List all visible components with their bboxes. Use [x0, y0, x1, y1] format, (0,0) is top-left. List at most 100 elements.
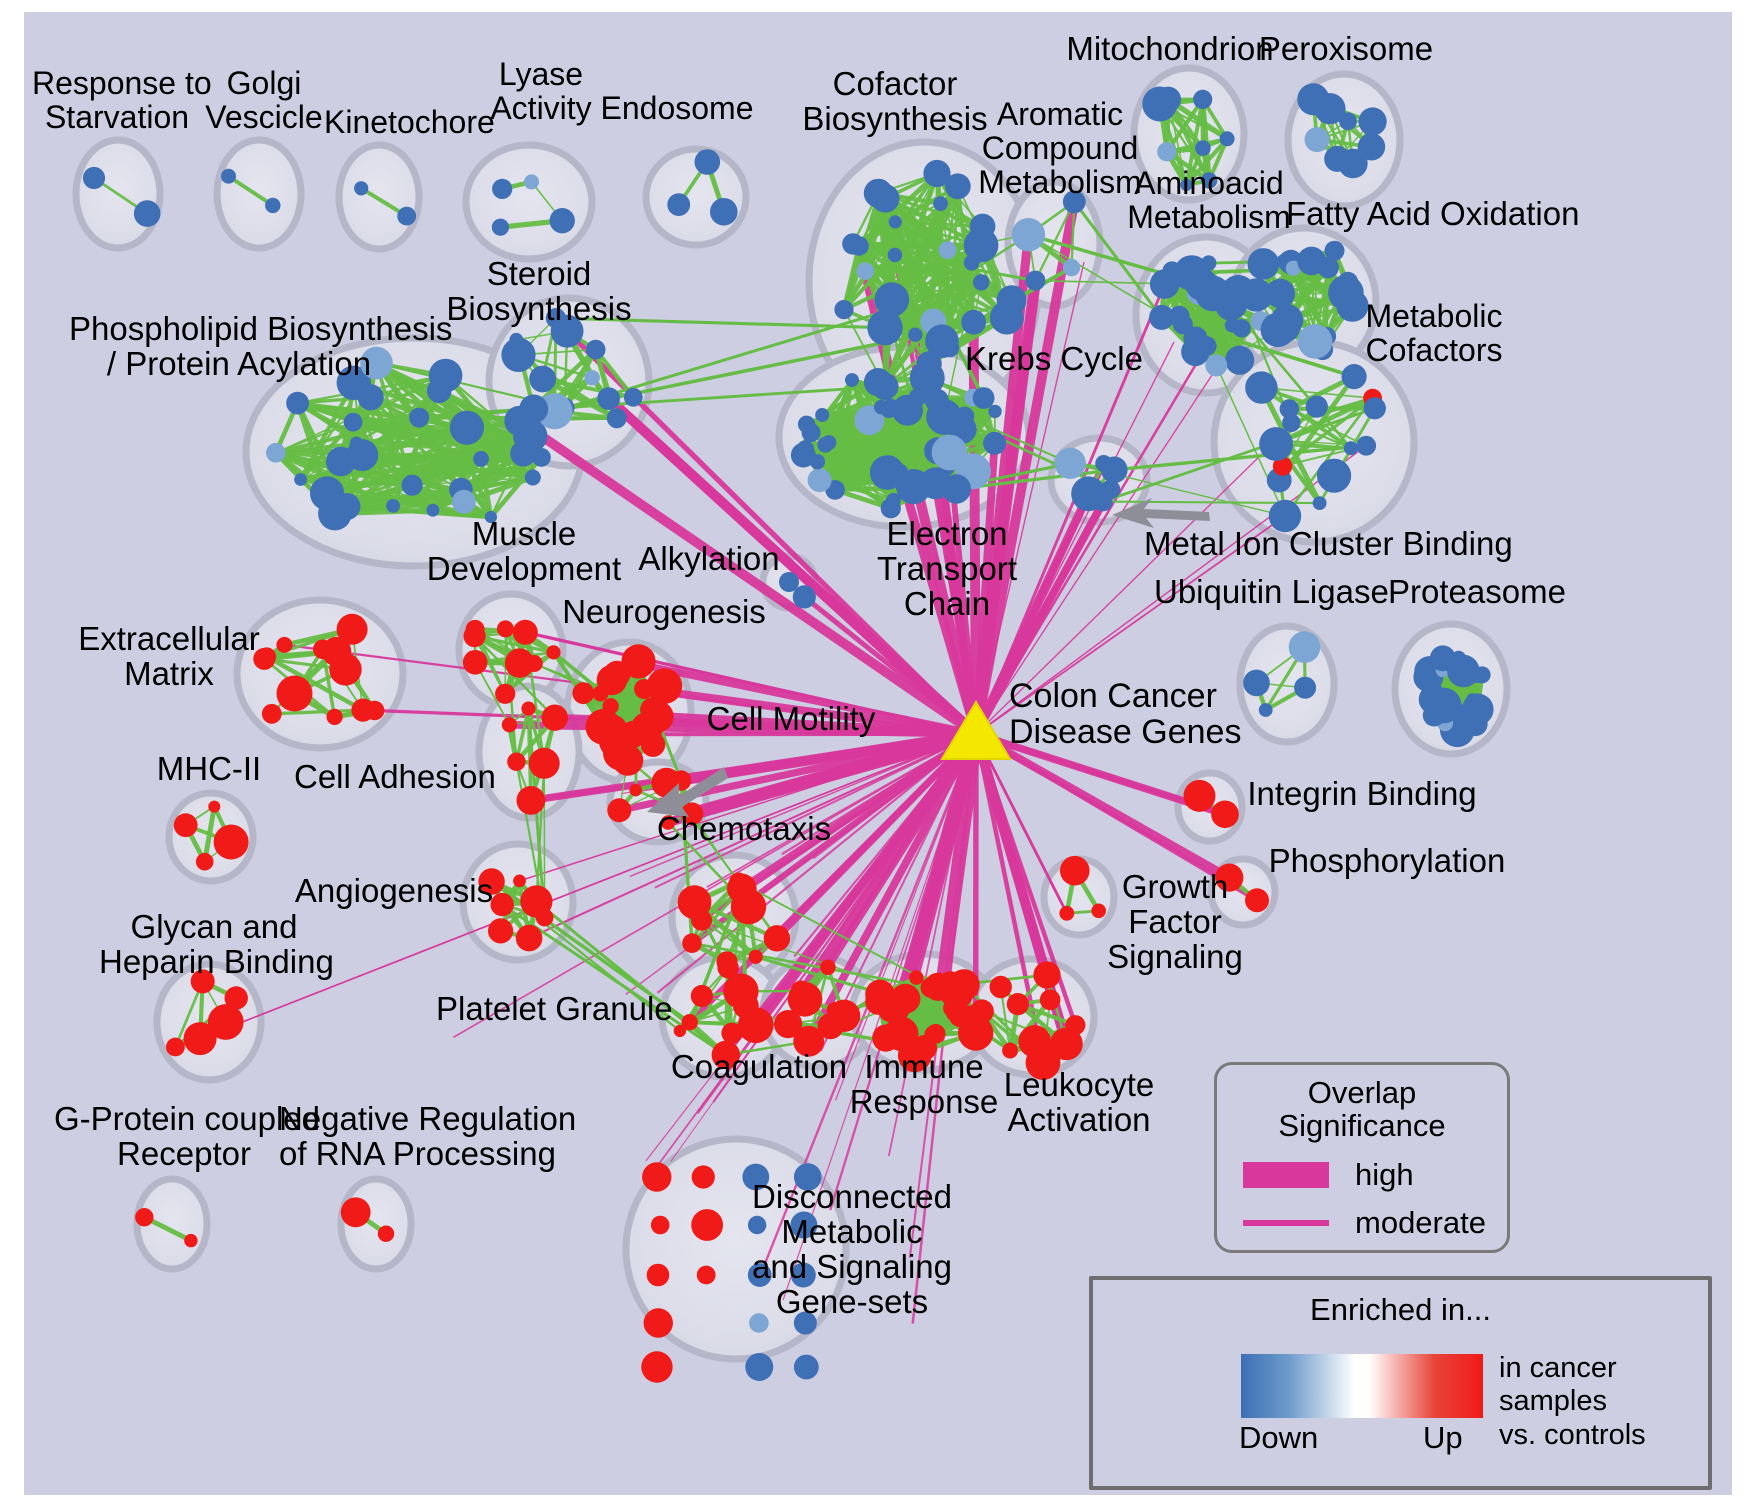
gene-set-node: [133, 200, 161, 227]
gene-set-node: [515, 924, 543, 952]
gene-set-node: [1054, 447, 1086, 479]
gene-set-node: [495, 683, 516, 704]
gene-set-node: [473, 451, 489, 467]
cluster-label-angiogenesis: Angiogenesis: [294, 872, 494, 909]
cluster-edge: [1275, 407, 1376, 445]
gene-set-node: [318, 496, 352, 531]
gene-set-node: [597, 387, 620, 410]
gene-set-node: [521, 432, 536, 448]
enrichment-color-scale: [1241, 1354, 1483, 1418]
gene-set-node: [326, 446, 356, 477]
gene-set-node: [1215, 863, 1244, 892]
gene-set-node: [276, 636, 293, 653]
cluster-label-platelet-granule: Platelet Granule: [436, 990, 673, 1027]
cluster-edge: [297, 402, 358, 445]
gene-set-node: [1259, 427, 1293, 461]
cluster-edge: [227, 174, 274, 208]
hub-edge: [519, 733, 977, 882]
cluster-edge: [1034, 201, 1076, 282]
gene-set-node: [878, 1023, 904, 1048]
gene-set-node: [1272, 456, 1293, 476]
gene-set-node: [1294, 676, 1317, 699]
gene-set-node: [1071, 476, 1106, 512]
gene-set-node: [1285, 260, 1301, 276]
gene-set-node: [449, 410, 484, 445]
hub-edge-moderate: [887, 733, 977, 1157]
gene-set-node: [1091, 903, 1106, 919]
gene-set-node: [532, 448, 551, 467]
gene-set-node: [923, 159, 951, 188]
gene-set-node: [721, 1022, 743, 1044]
gene-set-node: [1059, 905, 1075, 921]
cluster-label-muscle-development: Muscle Development: [426, 515, 622, 587]
gene-set-node: [673, 1024, 687, 1038]
gene-set-node: [1025, 270, 1046, 291]
gene-set-node: [1065, 1015, 1086, 1036]
gene-set-node: [426, 378, 452, 404]
cluster-edge: [858, 243, 1013, 303]
gene-set-node: [1168, 305, 1190, 327]
gene-set-node: [462, 650, 488, 675]
hub-edge: [974, 732, 1259, 903]
gene-set-node: [941, 474, 971, 504]
network-graph-svg: [72, 64, 1511, 1383]
gene-set-node: [509, 332, 524, 347]
gene-set-node: [1183, 779, 1216, 812]
gene-set-node: [1358, 107, 1387, 136]
gene-set-node: [1339, 112, 1357, 131]
gene-set-node: [1211, 800, 1239, 829]
gene-set-node: [224, 986, 248, 1010]
hub-edge-moderate: [829, 733, 978, 1211]
gene-set-node: [1304, 127, 1330, 153]
gene-set-node: [623, 387, 643, 407]
gene-set-node: [1357, 133, 1386, 161]
gene-set-node: [1225, 345, 1255, 375]
gene-set-node: [1011, 218, 1046, 252]
gene-set-node: [929, 405, 955, 432]
gene-set-node: [1324, 240, 1345, 261]
gene-set-node: [649, 731, 662, 745]
gene-set-node: [807, 468, 832, 493]
gene-set-node: [1288, 631, 1321, 663]
cluster-label-cell-motility: Cell Motility: [706, 700, 876, 737]
gene-set-node: [817, 436, 834, 453]
hub-edge: [530, 730, 977, 805]
gene-set-node: [742, 1163, 770, 1191]
gene-set-node: [1039, 989, 1061, 1011]
gene-set-node: [989, 975, 1012, 999]
gene-set-node: [1215, 289, 1247, 321]
gene-set-node: [1219, 131, 1235, 147]
hub-edge: [524, 630, 977, 736]
gene-set-node: [1324, 145, 1351, 172]
gene-set-node: [865, 979, 895, 1010]
hub-edge: [528, 733, 977, 940]
hub-edge-moderate: [625, 733, 977, 995]
gene-set-node: [584, 370, 600, 386]
gene-set-node: [774, 1010, 803, 1039]
gene-set-node: [1451, 659, 1478, 686]
gene-set-node: [261, 703, 282, 724]
cluster-label-coagulation: Coagulation: [670, 1048, 848, 1085]
hub-edge-moderate: [688, 733, 977, 812]
moderate-significance-swatch: [1243, 1220, 1329, 1226]
hub-edge: [902, 733, 980, 1000]
gene-set-node: [1181, 337, 1210, 367]
gene-set-node: [528, 747, 560, 779]
hub-node-colon-cancer[interactable]: [940, 700, 1012, 760]
cluster-edge: [1261, 386, 1373, 399]
gene-set-node: [1062, 258, 1081, 277]
gene-set-node: [349, 436, 364, 451]
enrichment-down-label: Down: [1239, 1420, 1319, 1455]
gene-set-node: [549, 208, 575, 234]
gene-set-node: [213, 824, 249, 860]
gene-set-node: [641, 700, 674, 733]
gene-set-node: [606, 408, 627, 429]
cluster-label-lyase-activity: Lyase Activity: [490, 56, 592, 126]
gene-set-node: [1195, 140, 1211, 156]
hub-edge-moderate: [793, 733, 977, 958]
cluster-edge: [1275, 396, 1374, 447]
hub-edge: [605, 394, 980, 738]
gene-set-node: [983, 431, 1007, 455]
cluster-edge: [1200, 99, 1212, 181]
